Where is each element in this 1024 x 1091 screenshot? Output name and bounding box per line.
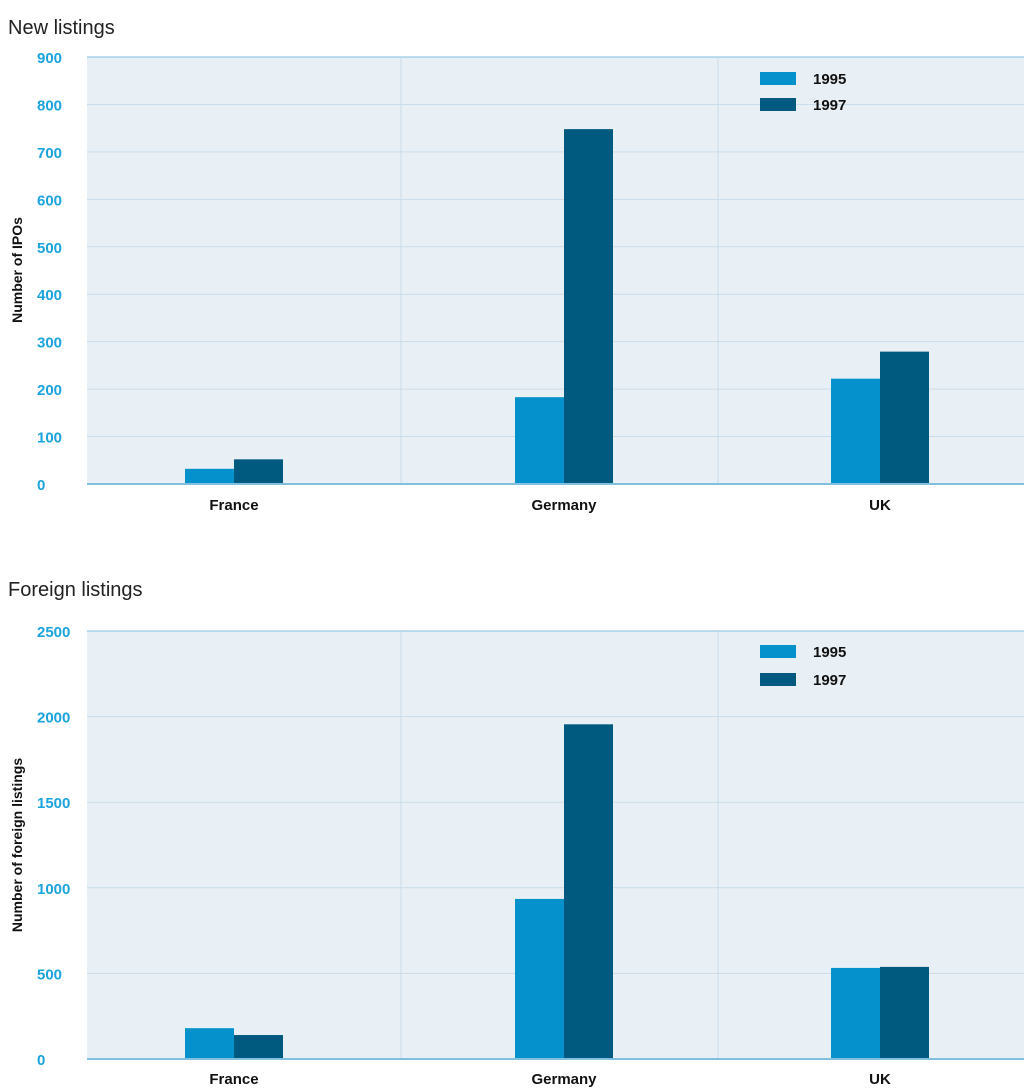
bar-germany-1995 bbox=[515, 397, 564, 484]
y-tick-label: 2000 bbox=[37, 710, 70, 727]
legend-swatch-1995 bbox=[760, 72, 796, 85]
x-tick-label: Germany bbox=[531, 1071, 597, 1088]
legend-label: 1995 bbox=[813, 644, 846, 661]
legend-swatch-1995 bbox=[760, 645, 796, 658]
y-tick-label: 0 bbox=[37, 477, 45, 494]
legend-label: 1995 bbox=[813, 71, 846, 88]
bar-france-1995 bbox=[185, 1028, 234, 1059]
bar-france-1997 bbox=[234, 1035, 283, 1059]
x-tick-label: UK bbox=[869, 497, 891, 514]
y-tick-label: 500 bbox=[37, 966, 62, 983]
y-tick-label: 900 bbox=[37, 50, 62, 67]
y-tick-label: 700 bbox=[37, 145, 62, 162]
bar-uk-1997 bbox=[880, 966, 929, 1059]
chart-1: New listings 0 100 200 300 400 500 600 700 800 900… bbox=[8, 17, 1024, 514]
y-tick-label: 500 bbox=[37, 240, 62, 257]
x-tick-label: France bbox=[209, 1071, 258, 1088]
legend-swatch-1997 bbox=[760, 98, 796, 111]
y-tick-label: 200 bbox=[37, 382, 62, 399]
y-axis-label: Number of foreign listings bbox=[9, 758, 25, 932]
legend-label: 1997 bbox=[813, 672, 846, 689]
legend: 1995 1997 bbox=[760, 644, 846, 689]
x-tick-label: UK bbox=[869, 1071, 891, 1088]
bar-germany-1997 bbox=[564, 129, 613, 485]
y-axis-label: Number of IPOs bbox=[9, 217, 25, 323]
chart-title: Foreign listings bbox=[8, 579, 143, 601]
bar-uk-1995 bbox=[831, 967, 880, 1059]
legend-label: 1997 bbox=[813, 97, 846, 114]
legend-swatch-1997 bbox=[760, 673, 796, 686]
bar-france-1995 bbox=[185, 468, 234, 484]
legend: 1995 1997 bbox=[760, 71, 846, 114]
y-tick-label: 300 bbox=[37, 335, 62, 352]
bar-germany-1997 bbox=[564, 724, 613, 1059]
x-tick-label: France bbox=[209, 497, 258, 514]
y-tick-label: 2500 bbox=[37, 624, 70, 641]
bar-uk-1995 bbox=[831, 378, 880, 484]
chart-title: New listings bbox=[8, 17, 115, 39]
bar-france-1997 bbox=[234, 459, 283, 484]
y-tick-label: 100 bbox=[37, 430, 62, 447]
y-tick-label: 400 bbox=[37, 287, 62, 304]
chart-2: Foreign listings 0 500 1000 1500 2000 2500 Fran… bbox=[8, 579, 1024, 1088]
y-tick-label: 0 bbox=[37, 1052, 45, 1069]
bar-uk-1997 bbox=[880, 351, 929, 484]
y-tick-label: 600 bbox=[37, 192, 62, 209]
y-tick-label: 1500 bbox=[37, 795, 70, 812]
y-tick-label: 1000 bbox=[37, 881, 70, 898]
x-tick-label: Germany bbox=[531, 497, 597, 514]
y-tick-label: 800 bbox=[37, 97, 62, 114]
bar-germany-1995 bbox=[515, 898, 564, 1059]
